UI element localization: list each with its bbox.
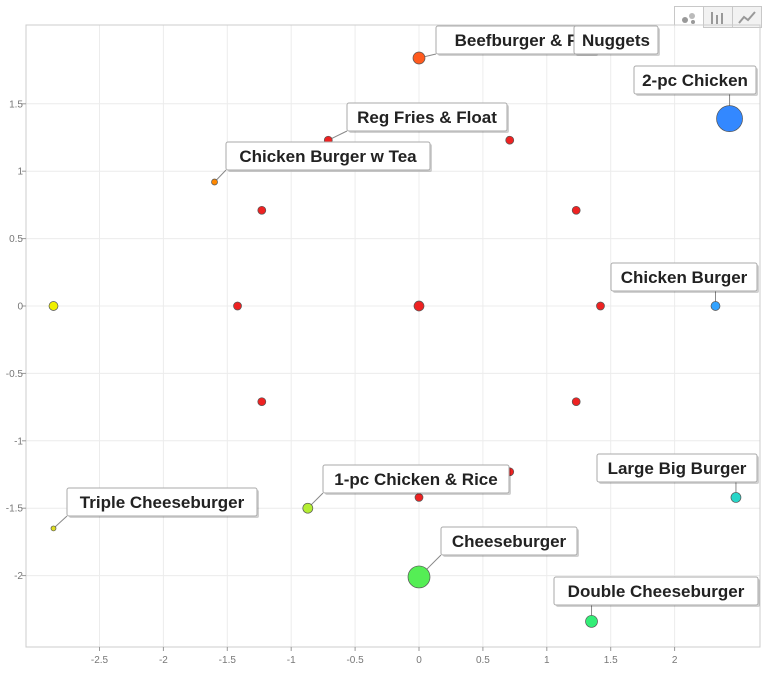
callout-box	[440, 526, 578, 556]
callout-box	[596, 453, 758, 483]
data-point-large-big-burger[interactable]	[730, 492, 742, 503]
data-point-unlabeled[interactable]	[505, 135, 515, 145]
callout-chicken-burger: Chicken Burger	[610, 262, 759, 293]
data-point-unlabeled[interactable]	[257, 397, 267, 407]
callout-leader	[53, 515, 68, 529]
data-point-unlabeled[interactable]	[413, 300, 425, 312]
x-tick-label: 0.5	[476, 655, 490, 666]
y-tick-label: 1.5	[9, 99, 23, 110]
x-tick-label: -2.5	[91, 655, 109, 666]
callout-label: Large Big Burger	[608, 459, 747, 478]
plot-frame	[25, 24, 761, 648]
callout-label: Cheeseburger	[452, 532, 567, 551]
x-tick-label: -1	[287, 655, 296, 666]
callout-box	[610, 262, 758, 292]
data-point-unlabeled[interactable]	[233, 301, 242, 311]
callout-cheeseburger: Cheeseburger	[440, 526, 579, 557]
data-point-double-cheeseburger[interactable]	[585, 615, 598, 628]
callout-box	[322, 464, 510, 494]
data-point-unlabeled[interactable]	[257, 205, 267, 215]
callout-reg-fries-float: Reg Fries & Float	[346, 102, 509, 133]
data-point-cheeseburger[interactable]	[407, 565, 431, 589]
callout-nuggets: Nuggets	[573, 25, 660, 56]
y-tick-label: 0.5	[9, 234, 23, 245]
scatter-icon	[682, 13, 695, 24]
data-point-unlabeled[interactable]	[571, 205, 581, 215]
x-tick-label: -0.5	[346, 655, 364, 666]
callout-1-pc-chicken-rice: 1-pc Chicken & Rice	[322, 464, 511, 495]
y-tick-label: 1	[17, 167, 23, 178]
x-tick-label: 0	[416, 655, 422, 666]
callout-label: Beefburger & F	[455, 31, 578, 50]
x-tick-label: 1	[544, 655, 550, 666]
data-point-unlabeled[interactable]	[48, 301, 59, 311]
callout-box	[573, 25, 659, 55]
axes: -2.5 -2 -1.5 -1 -0.5 0 0.5 1 1.5 2 1.5 1 0.5 0 -0.5 -1 -…	[6, 99, 678, 666]
callout-label: Double Cheeseburger	[568, 582, 745, 601]
callout-box	[633, 65, 757, 95]
y-tick-label: -1.5	[6, 504, 24, 515]
x-tick-label: -1.5	[219, 655, 237, 666]
callout-label: Chicken Burger w Tea	[239, 147, 417, 166]
callouts: Beefburger & F Nuggets 2-pc Chicken Reg Fri…	[66, 25, 760, 607]
callout-large-big-burger: Large Big Burger	[596, 453, 759, 484]
y-tick-label: -2	[14, 571, 23, 582]
chart-type-toolbar	[674, 6, 762, 28]
data-point-triple-cheeseburger[interactable]	[50, 525, 57, 532]
callout-label: Chicken Burger	[621, 268, 748, 287]
callout-triple-cheeseburger: Triple Cheeseburger	[66, 487, 259, 518]
callout-beefburger-f: Beefburger & F	[435, 25, 598, 56]
callout-label: 1-pc Chicken & Rice	[334, 470, 497, 489]
callout-box	[553, 576, 759, 606]
callout-label: Triple Cheeseburger	[80, 493, 245, 512]
x-tick-label: -2	[159, 655, 168, 666]
callout-box	[346, 102, 508, 132]
line-chart-icon	[738, 11, 756, 24]
x-tick-label: 2	[672, 655, 678, 666]
callout-label: Reg Fries & Float	[357, 108, 497, 127]
callout-chicken-burger-w-tea: Chicken Burger w Tea	[225, 141, 432, 172]
line-chart-button[interactable]	[732, 6, 762, 28]
data-point-unlabeled[interactable]	[596, 301, 605, 311]
data-point-chicken-burger[interactable]	[710, 301, 721, 311]
y-tick-label: -0.5	[6, 369, 24, 380]
callout-double-cheeseburger: Double Cheeseburger	[553, 576, 760, 607]
callout-box	[225, 141, 431, 171]
x-tick-label: 1.5	[604, 655, 618, 666]
data-point-chicken-burger-w-tea[interactable]	[211, 178, 218, 186]
data-point-beefburger-f[interactable]	[412, 51, 426, 65]
callout-box	[66, 487, 258, 517]
callout-label: Nuggets	[582, 31, 650, 50]
callout-2-pc-chicken: 2-pc Chicken	[633, 65, 758, 96]
data-point-1-pc-chicken-rice[interactable]	[302, 502, 314, 514]
y-tick-label: 0	[17, 302, 23, 313]
bar-chart-icon	[711, 12, 723, 24]
y-tick-label: -1	[14, 436, 23, 447]
callout-label: 2-pc Chicken	[642, 71, 748, 90]
data-point-unlabeled[interactable]	[571, 397, 581, 407]
data-point-2-pc-chicken[interactable]	[716, 105, 743, 132]
